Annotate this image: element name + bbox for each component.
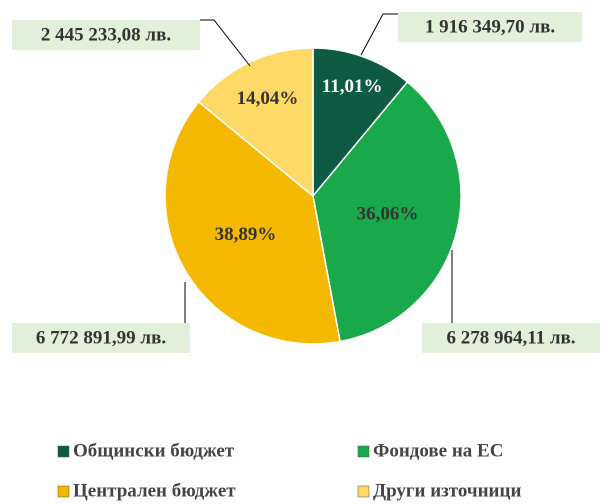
leader-line [200,19,251,67]
amount-label: 2 445 233,08 лв. [41,24,171,45]
legend-label: Общински бюджет [73,440,235,461]
legend-swatch [57,485,70,498]
legend-swatch [57,445,70,458]
legend-swatch [357,485,370,498]
amount-label: 6 772 891,99 лв. [36,327,166,348]
amount-label: 6 278 964,11 лв. [446,327,575,348]
amount-box [422,323,600,353]
legend-label: Централен бюджет [73,480,236,501]
pie-slice [164,100,341,345]
slice-label: 11,01% [322,76,383,97]
amount-label: 1 916 349,70 лв. [425,16,555,37]
pie-slice [312,47,409,199]
amount-box [398,12,582,42]
legend-label: Други източници [373,480,521,501]
legend-swatch [357,445,370,458]
pie-slice [197,47,314,198]
leader-line [360,13,398,56]
slice-label: 38,89% [215,224,277,245]
legend-label: Фондове на ЕС [373,440,503,461]
pie-slice [312,80,462,343]
amount-box [12,323,190,353]
slice-label: 14,04% [237,88,299,109]
amount-box [12,20,200,50]
slice-label: 36,06% [357,204,419,225]
